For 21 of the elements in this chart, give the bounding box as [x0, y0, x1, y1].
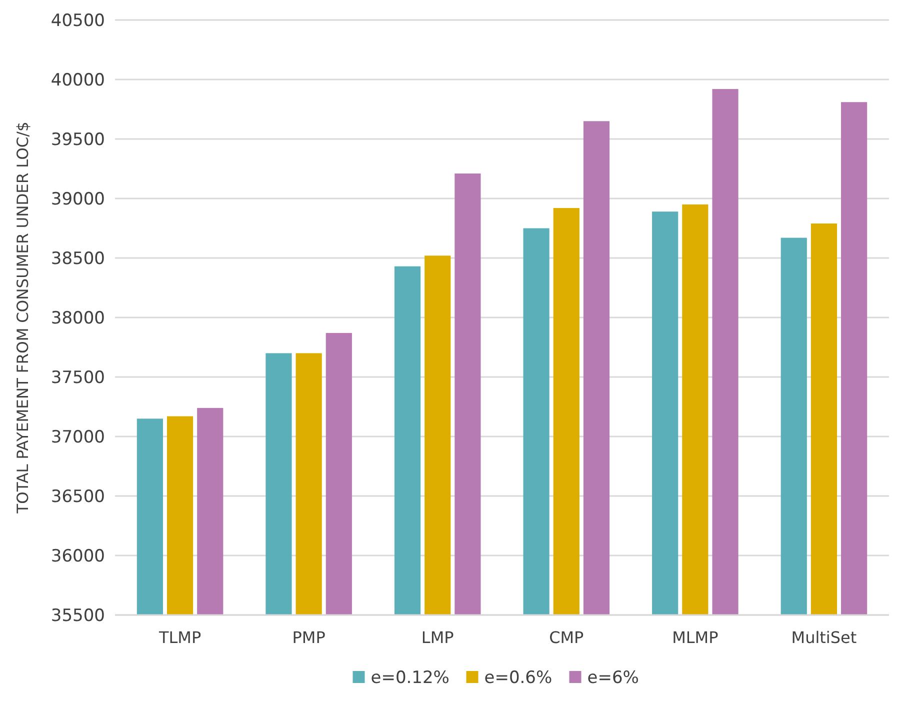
- y-tick-label: 37000: [50, 427, 105, 448]
- x-tick-label: CMP: [549, 628, 584, 647]
- y-tick-label: 36000: [50, 546, 105, 566]
- x-tick-label: MLMP: [672, 628, 719, 647]
- x-tick-label: LMP: [421, 628, 454, 647]
- y-tick-label: 38000: [50, 308, 105, 328]
- y-tick-label: 40000: [50, 70, 105, 90]
- y-tick-label: 39000: [50, 189, 105, 210]
- y-tick-label: 39500: [50, 130, 105, 150]
- x-tick-label: PMP: [292, 628, 326, 647]
- y-tick-label: 35500: [50, 606, 105, 626]
- y-tick-label: 38500: [50, 248, 105, 269]
- legend-label: e=0.12%: [370, 668, 450, 688]
- x-tick-label: TLMP: [158, 628, 202, 647]
- x-tick-label: MultiSet: [791, 628, 857, 647]
- legend-label: e=0.6%: [484, 668, 552, 688]
- y-tick-label: 36500: [50, 486, 105, 507]
- y-axis-title: TOTAL PAYEMENT FROM CONSUMER UNDER LOC/$: [14, 122, 32, 514]
- y-tick-label: 40500: [50, 10, 105, 31]
- y-tick-label: 37500: [50, 368, 105, 388]
- legend-label: e=6%: [587, 668, 639, 688]
